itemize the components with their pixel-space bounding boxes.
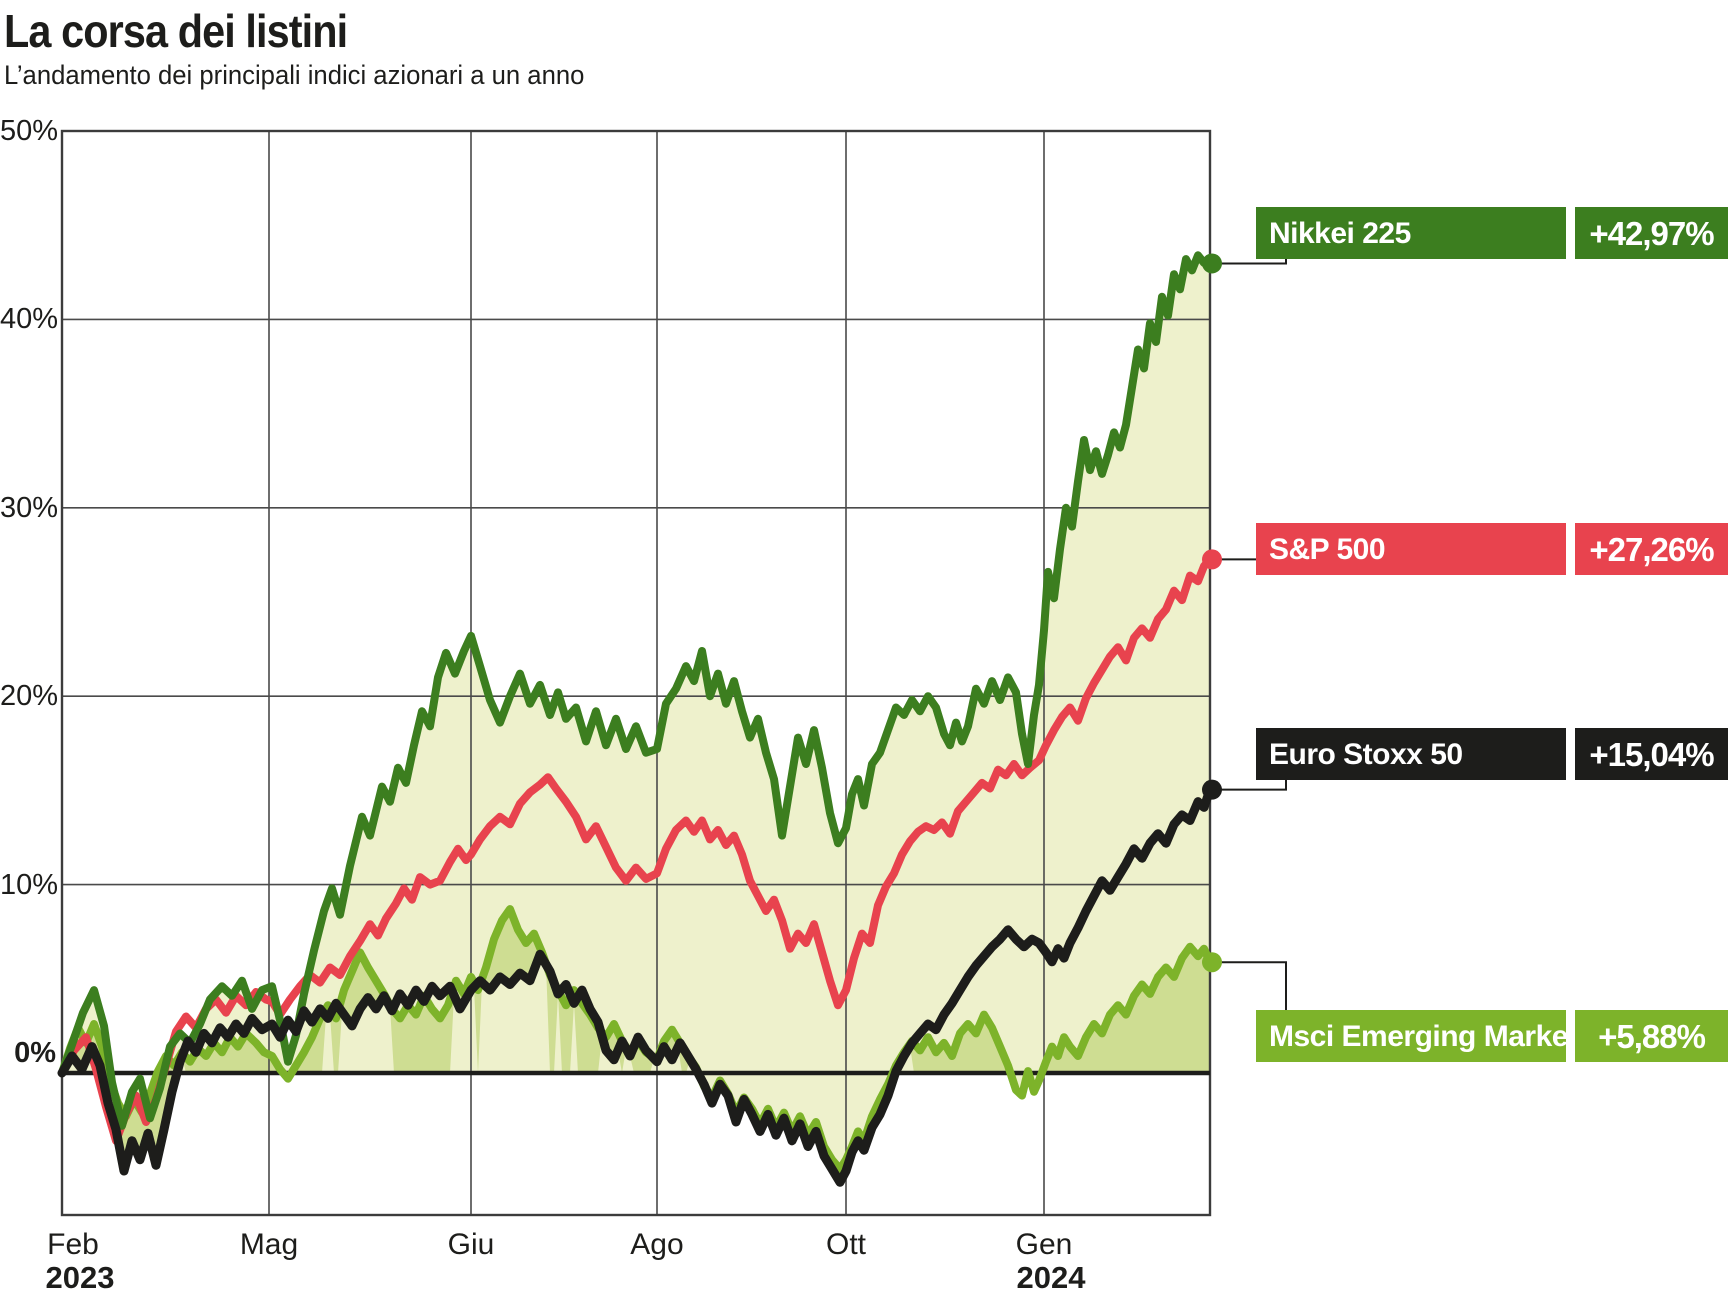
series-label-sp500: S&P 500	[1256, 523, 1566, 575]
x-axis-label: Gen	[1015, 1228, 1073, 1261]
leader-line-0	[1212, 259, 1287, 265]
leader-line-3	[1212, 961, 1287, 1010]
x-axis-label: Ott	[825, 1228, 866, 1261]
legend-row-sp500: S&P 500 +27,26%	[1256, 523, 1728, 575]
y-axis-label: 50%	[0, 115, 59, 147]
x-axis-label: Ago	[630, 1228, 684, 1261]
leader-line-2	[1212, 780, 1287, 791]
plot-frame	[60, 129, 1212, 1217]
series-value-sp500: +27,26%	[1575, 523, 1728, 575]
series-value-eurostoxx: +15,04%	[1575, 728, 1728, 780]
y-axis-label: 20%	[0, 680, 59, 713]
x-axis-label: Giu	[447, 1228, 495, 1261]
x-axis-label: Mag	[239, 1228, 299, 1261]
page-title: La corsa dei listini	[4, 5, 348, 57]
y-axis-label: 10%	[0, 868, 59, 901]
page-subtitle: L’andamento dei principali indici aziona…	[4, 60, 585, 90]
y-axis-label: 40%	[0, 303, 59, 336]
series-label-nikkei: Nikkei 225	[1256, 207, 1566, 259]
series-end-dot-2	[1202, 779, 1222, 800]
legend-row-eurostoxx: Euro Stoxx 50 +15,04%	[1256, 728, 1728, 780]
series-line-0	[58, 251, 1214, 1130]
x-axis-year-label: 2023	[45, 1260, 115, 1295]
series-line-2	[57, 785, 1215, 1187]
series-value-nikkei: +42,97%	[1575, 207, 1728, 259]
series-label-eurostoxx: Euro Stoxx 50	[1256, 728, 1566, 780]
x-axis-year-label: 2024	[1016, 1260, 1086, 1295]
series-value-msci: +5,88%	[1575, 1010, 1728, 1062]
series-end-dot-3	[1202, 952, 1222, 973]
y-axis-label: 0%	[14, 1037, 56, 1069]
legend-row-nikkei: Nikkei 225 +42,97%	[1256, 207, 1728, 259]
series-end-dot-0	[1202, 253, 1222, 274]
series-label-msci: Msci Emerging Market	[1256, 1010, 1578, 1062]
legend-row-msci: Msci Emerging Market +5,88%	[1256, 1010, 1728, 1062]
y-axis-label: 30%	[0, 491, 59, 524]
series-end-dot-1	[1202, 549, 1222, 570]
area-fill-pale	[62, 255, 1210, 1179]
x-axis-label: Feb	[47, 1228, 99, 1261]
